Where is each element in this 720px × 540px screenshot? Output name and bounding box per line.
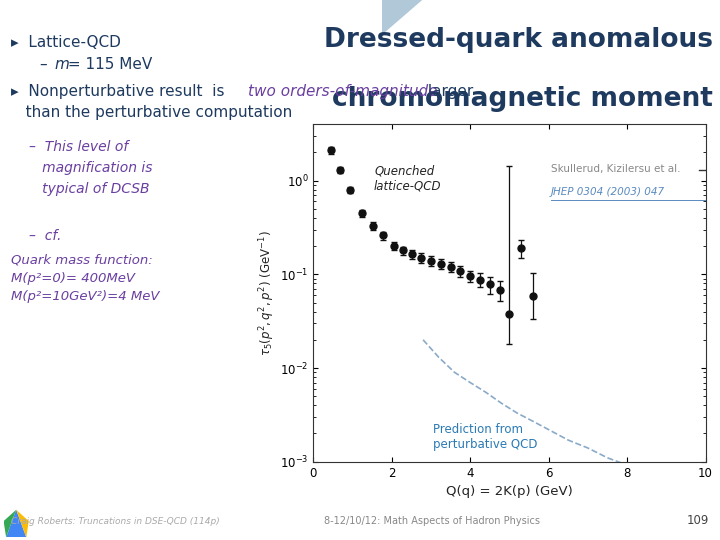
Text: JHEP 0304 (2003) 047: JHEP 0304 (2003) 047: [551, 187, 665, 197]
Text: than the perturbative computation: than the perturbative computation: [11, 105, 292, 120]
Polygon shape: [16, 510, 29, 537]
Text: larger: larger: [423, 84, 474, 99]
Text: 109: 109: [687, 514, 709, 526]
Polygon shape: [382, 0, 422, 35]
Text: Dressed-quark anomalous: Dressed-quark anomalous: [324, 27, 713, 53]
Text: chromomagnetic moment: chromomagnetic moment: [332, 86, 713, 112]
Text: Quenched
lattice-QCD: Quenched lattice-QCD: [374, 164, 441, 192]
Text: Skullerud, Kizilersu et al.: Skullerud, Kizilersu et al.: [551, 164, 680, 174]
Text: 8-12/10/12: Math Aspects of Hadron Physics: 8-12/10/12: Math Aspects of Hadron Physi…: [324, 516, 540, 526]
Text: Craig Roberts: Truncations in DSE-QCD (114p): Craig Roberts: Truncations in DSE-QCD (1…: [11, 517, 220, 526]
Text: Quark mass function:
M(p²=0)= 400MeV
M(p²=10GeV²)=4 MeV: Quark mass function: M(p²=0)= 400MeV M(p…: [11, 254, 159, 303]
Text: two orders-of-magnitude: two orders-of-magnitude: [248, 84, 438, 99]
Polygon shape: [6, 510, 27, 537]
Text: ▸  Lattice-QCD: ▸ Lattice-QCD: [11, 35, 121, 50]
Text: ▸  Nonperturbative result  is: ▸ Nonperturbative result is: [11, 84, 229, 99]
X-axis label: Q(q) = 2K(p) (GeV): Q(q) = 2K(p) (GeV): [446, 485, 573, 498]
Text: –: –: [40, 57, 57, 72]
Text: Prediction from
perturbative QCD: Prediction from perturbative QCD: [433, 423, 537, 451]
Text: m: m: [54, 57, 69, 72]
Y-axis label: $\tau_5(p^2, q^2, p^2)$ (GeV$^{-1}$): $\tau_5(p^2, q^2, p^2)$ (GeV$^{-1}$): [258, 230, 277, 356]
Text: –  This level of
   magnification is
   typical of DCSB: – This level of magnification is typical…: [29, 140, 153, 195]
Text: –  cf.: – cf.: [29, 230, 61, 244]
Polygon shape: [4, 510, 16, 537]
Text: = 115 MeV: = 115 MeV: [63, 57, 153, 72]
